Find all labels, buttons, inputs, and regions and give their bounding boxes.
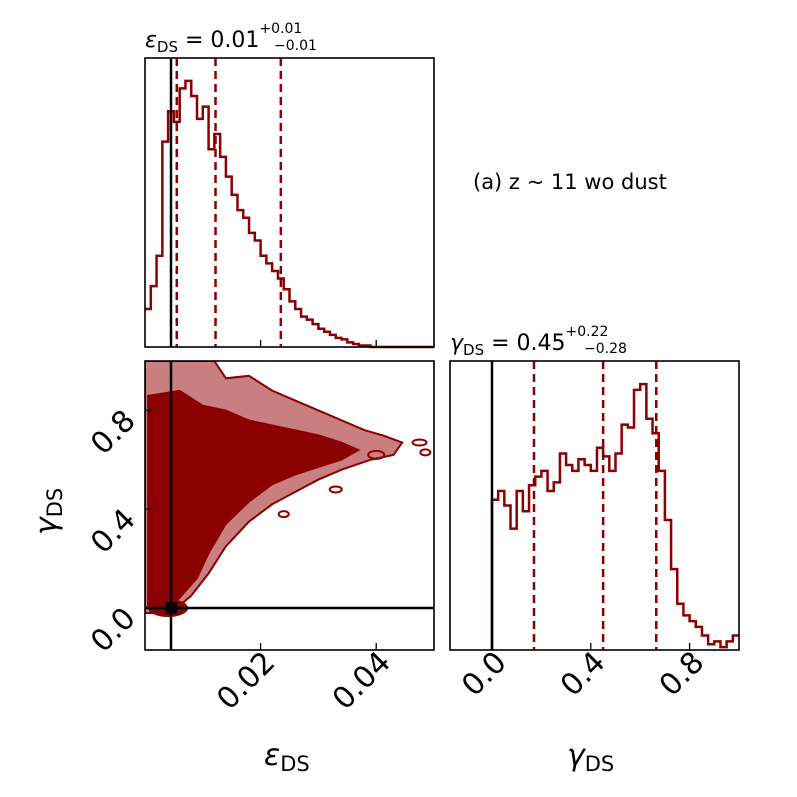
joint-xtick-label-0: 0.02 [210,645,282,717]
joint-contour-inner [147,389,361,609]
truth-marker [165,602,178,615]
gamma-xtick-label-1: 0.4 [554,645,612,703]
eps-hist-frame [144,57,435,348]
gamma-hist-panel: 0.0 0.4 0.8 γDS = 0.45+0.22 −0.28 γDS [449,324,740,776]
gamma-xtick-label-2: 0.8 [653,645,711,703]
joint-frame [144,360,435,651]
gamma-hist-frame [449,360,740,651]
eps-hist-xticks [259,340,377,347]
joint-ylabel-sub: DS [43,488,67,518]
gamma-xlabel-sub: DS [585,752,615,776]
gamma-title-sub: DS [463,341,484,359]
joint-xlabel: εDS [264,738,310,776]
eps-hist-title: εDS = 0.01+0.01 [145,21,302,56]
gamma-title-symbol: γ [450,331,464,356]
joint-contours [145,361,432,618]
eps-quantile-lines [175,58,283,347]
eps-title-plus: +0.01 [259,21,302,37]
gamma-xtick-label-0: 0.0 [455,645,513,703]
joint-contour-island-0 [411,438,428,447]
gamma-title-value: = 0.45 [484,331,565,356]
gamma-xlabel: γDS [567,738,614,776]
eps-title-symbol: ε [145,28,157,53]
gamma-histogram-step [490,382,739,650]
joint-xlabel-sub: DS [280,752,310,776]
eps-hist-panel: εDS = 0.01+0.01 −0.01 [144,21,435,349]
gamma-xticks: 0.0 0.4 0.8 [455,643,711,703]
joint-xticks: 0.02 0.04 [210,643,398,717]
joint-contour-island-1 [419,448,432,457]
joint-ytick-label-1: 0.4 [84,502,142,560]
joint-xlabel-symbol: ε [264,738,280,773]
joint-yticks: 0.0 0.4 0.8 [84,403,152,659]
joint-contour-island-3 [277,510,290,519]
eps-histogram-step [145,79,434,349]
joint-ylabel-symbol: γ [29,515,64,535]
joint-contour-island-4 [367,449,386,460]
gamma-quantile-lines [532,361,658,650]
gamma-hist-title: γDS = 0.45+0.22 [450,324,608,359]
joint-panel: 0.02 0.04 0.00.40.8 εDS γDS [29,360,435,776]
joint-xtick-label-1: 0.04 [326,645,398,717]
gamma-title-minus: −0.28 [584,341,627,357]
joint-ytick-label-2: 0.8 [84,403,142,461]
eps-title-sub: DS [157,38,178,56]
joint-ylabel: γDS [29,488,67,535]
gamma-xlabel-symbol: γ [567,738,587,773]
gamma-title-plus: +0.22 [566,324,609,340]
joint-ytick-label-0: 0.0 [84,601,142,659]
eps-title-value: = 0.01 [178,28,259,53]
eps-title-minus: −0.01 [274,38,317,54]
panel-annotation: (a) z ~ 11 wo dust [473,170,667,194]
joint-contour-island-2 [328,485,343,494]
